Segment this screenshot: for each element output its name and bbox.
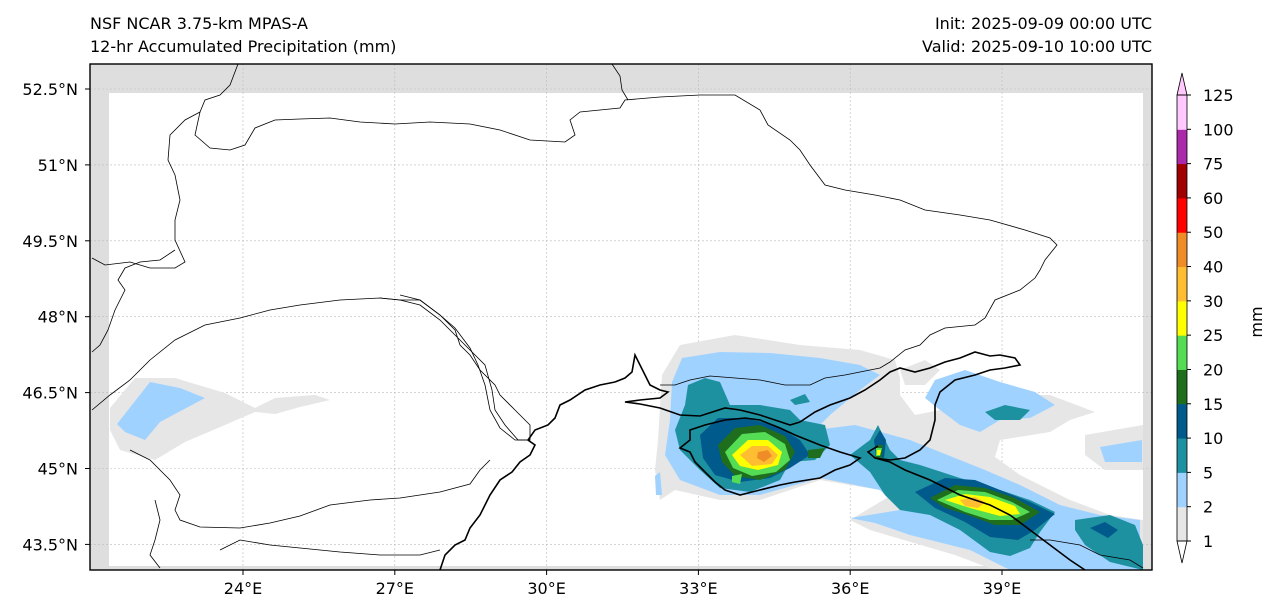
lat-tick-label: 45°N	[38, 460, 78, 479]
longitude-axis: 24°E 27°E 30°E 33°E 36°E 39°E	[224, 570, 1021, 598]
serbia-bulgaria-border	[149, 499, 161, 569]
lon-tick-label: 27°E	[376, 579, 414, 598]
romania-inner-border	[129, 449, 491, 529]
time-block: Init: 2025-09-09 00:00 UTC Valid: 2025-0…	[922, 12, 1152, 58]
ukraine-west-border	[91, 249, 176, 353]
azov-sea-coast	[799, 351, 1022, 461]
bulgaria-border	[219, 539, 441, 556]
colorbar-tick-label: 10	[1203, 429, 1223, 448]
lat-tick-label: 48°N	[38, 308, 78, 327]
title-block: NSF NCAR 3.75-km MPAS-A 12-hr Accumulate…	[90, 12, 396, 58]
romania-border	[91, 297, 530, 441]
colorbar-tick-label: 5	[1203, 463, 1213, 482]
precip-shading	[110, 335, 1143, 570]
political-borders	[91, 64, 1144, 569]
lon-tick-label: 33°E	[679, 579, 717, 598]
black-sea-north-coast	[614, 352, 801, 426]
colorbar-tick-label: 50	[1203, 223, 1223, 242]
colorbar-segment	[1177, 129, 1187, 165]
colorbar-tick-label: 60	[1203, 189, 1223, 208]
colorbar-segment	[1177, 438, 1187, 473]
colorbar-tick-label: 15	[1203, 395, 1223, 414]
colorbar-tick-label: 2	[1203, 498, 1213, 517]
init-time: Init: 2025-09-09 00:00 UTC	[934, 14, 1152, 33]
latitude-axis: 52.5°N 51°N 49.5°N 48°N 46.5°N 45°N 43.5°N	[22, 80, 90, 554]
colorbar-min-extension	[1176, 540, 1188, 564]
lat-tick-label: 51°N	[38, 156, 78, 175]
ukraine-border	[194, 64, 1058, 386]
black-sea-west-coast	[439, 381, 616, 570]
precip-40mm	[757, 450, 772, 462]
colorbar-tick-label: 40	[1203, 258, 1223, 277]
valid-time: Valid: 2025-09-10 10:00 UTC	[921, 37, 1152, 56]
colorbar-tick-label: 1	[1203, 532, 1213, 551]
map-area	[89, 63, 1153, 571]
colorbar-segment	[1177, 506, 1187, 542]
russia-georgia-border	[1030, 539, 1144, 569]
colorbar-segment	[1177, 266, 1187, 302]
colorbar-tick-label: 30	[1203, 292, 1223, 311]
colorbar-segment	[1177, 300, 1187, 336]
crimea-coast	[678, 417, 862, 496]
colorbar-segment	[1177, 369, 1187, 405]
lon-tick-label: 36°E	[831, 579, 869, 598]
field-title: 12-hr Accumulated Precipitation (mm)	[90, 37, 397, 56]
belarus-border	[611, 64, 629, 101]
colorbar-segment	[1177, 472, 1187, 508]
colorbar-segment	[1177, 95, 1187, 130]
colorbar-unit-label: mm	[1247, 306, 1266, 337]
lon-tick-label: 24°E	[224, 579, 262, 598]
poland-ukraine-border	[91, 111, 201, 269]
lat-tick-label: 52.5°N	[22, 80, 78, 99]
colorbar-max-extension	[1176, 72, 1188, 96]
colorbar-tick-label: 100	[1203, 120, 1234, 139]
colorbar-segment	[1177, 403, 1187, 439]
lat-tick-label: 46.5°N	[22, 384, 78, 403]
lat-tick-label: 49.5°N	[22, 232, 78, 251]
colorbar-segment	[1177, 163, 1187, 199]
colorbar-outline	[1176, 94, 1188, 542]
colorbar-segment	[1177, 232, 1187, 268]
lon-tick-label: 39°E	[983, 579, 1021, 598]
colorbar-segment	[1177, 335, 1187, 370]
colorbar-tick-label: 75	[1203, 155, 1223, 174]
lon-tick-label: 30°E	[527, 579, 565, 598]
coastlines	[439, 351, 1086, 570]
colorbar-tick-label: 125	[1203, 86, 1234, 105]
colorbar-segment	[1177, 197, 1187, 233]
colorbar-tick-label: 20	[1203, 360, 1223, 379]
caucasus-coast	[874, 457, 1086, 570]
lat-tick-label: 43.5°N	[22, 535, 78, 554]
model-title: NSF NCAR 3.75-km MPAS-A	[90, 14, 308, 33]
colorbar-tick-label: 25	[1203, 326, 1223, 345]
